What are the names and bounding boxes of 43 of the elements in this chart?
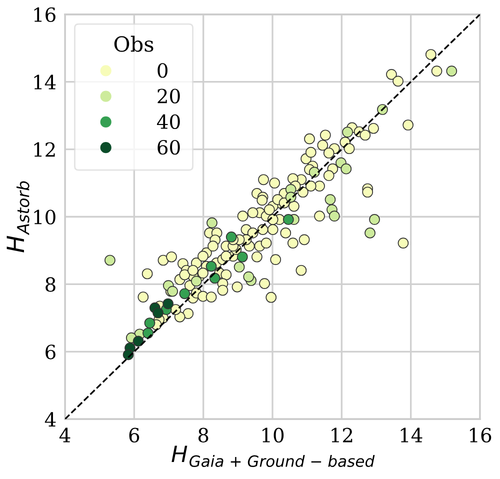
y-tick-label: 10 (34, 210, 56, 224)
y-axis-title: HAstorb (6, 181, 30, 252)
y-tick-label: 12 (34, 142, 55, 157)
point (104, 254, 116, 266)
legend-label: 60 (158, 140, 180, 155)
point (142, 328, 154, 339)
legend-label: 20 (158, 88, 180, 104)
point (206, 260, 217, 272)
point (132, 336, 144, 347)
x-tick-label: 14 (400, 428, 422, 442)
point (342, 126, 353, 138)
point (179, 288, 190, 300)
point (236, 251, 248, 262)
point (209, 272, 220, 284)
legend-label: 0 (158, 63, 168, 78)
point (324, 194, 336, 205)
y-tick-label: 4 (44, 412, 56, 427)
x-tick-label: 10 (262, 428, 284, 443)
point (282, 214, 294, 225)
x-tick-label: 12 (332, 428, 352, 442)
y-tick-label: 6 (46, 344, 56, 360)
y-tick-label: 16 (34, 7, 56, 22)
x-tick-label: 8 (198, 428, 208, 443)
y-tick-label: 14 (34, 74, 56, 90)
x-tick-label: 6 (129, 428, 140, 443)
point (369, 214, 380, 225)
point (152, 307, 164, 318)
x-tick-label: 4 (59, 428, 70, 442)
point (446, 66, 458, 76)
point (364, 228, 376, 238)
point (243, 271, 254, 282)
point (144, 318, 156, 328)
y-tick-label: 8 (46, 277, 56, 292)
legend-label: 40 (156, 114, 180, 130)
point (340, 163, 352, 174)
point (328, 210, 340, 222)
point (206, 217, 218, 228)
legend-title: Obs (114, 36, 154, 52)
point (190, 276, 202, 287)
x-tick-label: 16 (470, 428, 492, 443)
point (162, 298, 174, 310)
point (226, 232, 237, 242)
point (234, 262, 245, 272)
